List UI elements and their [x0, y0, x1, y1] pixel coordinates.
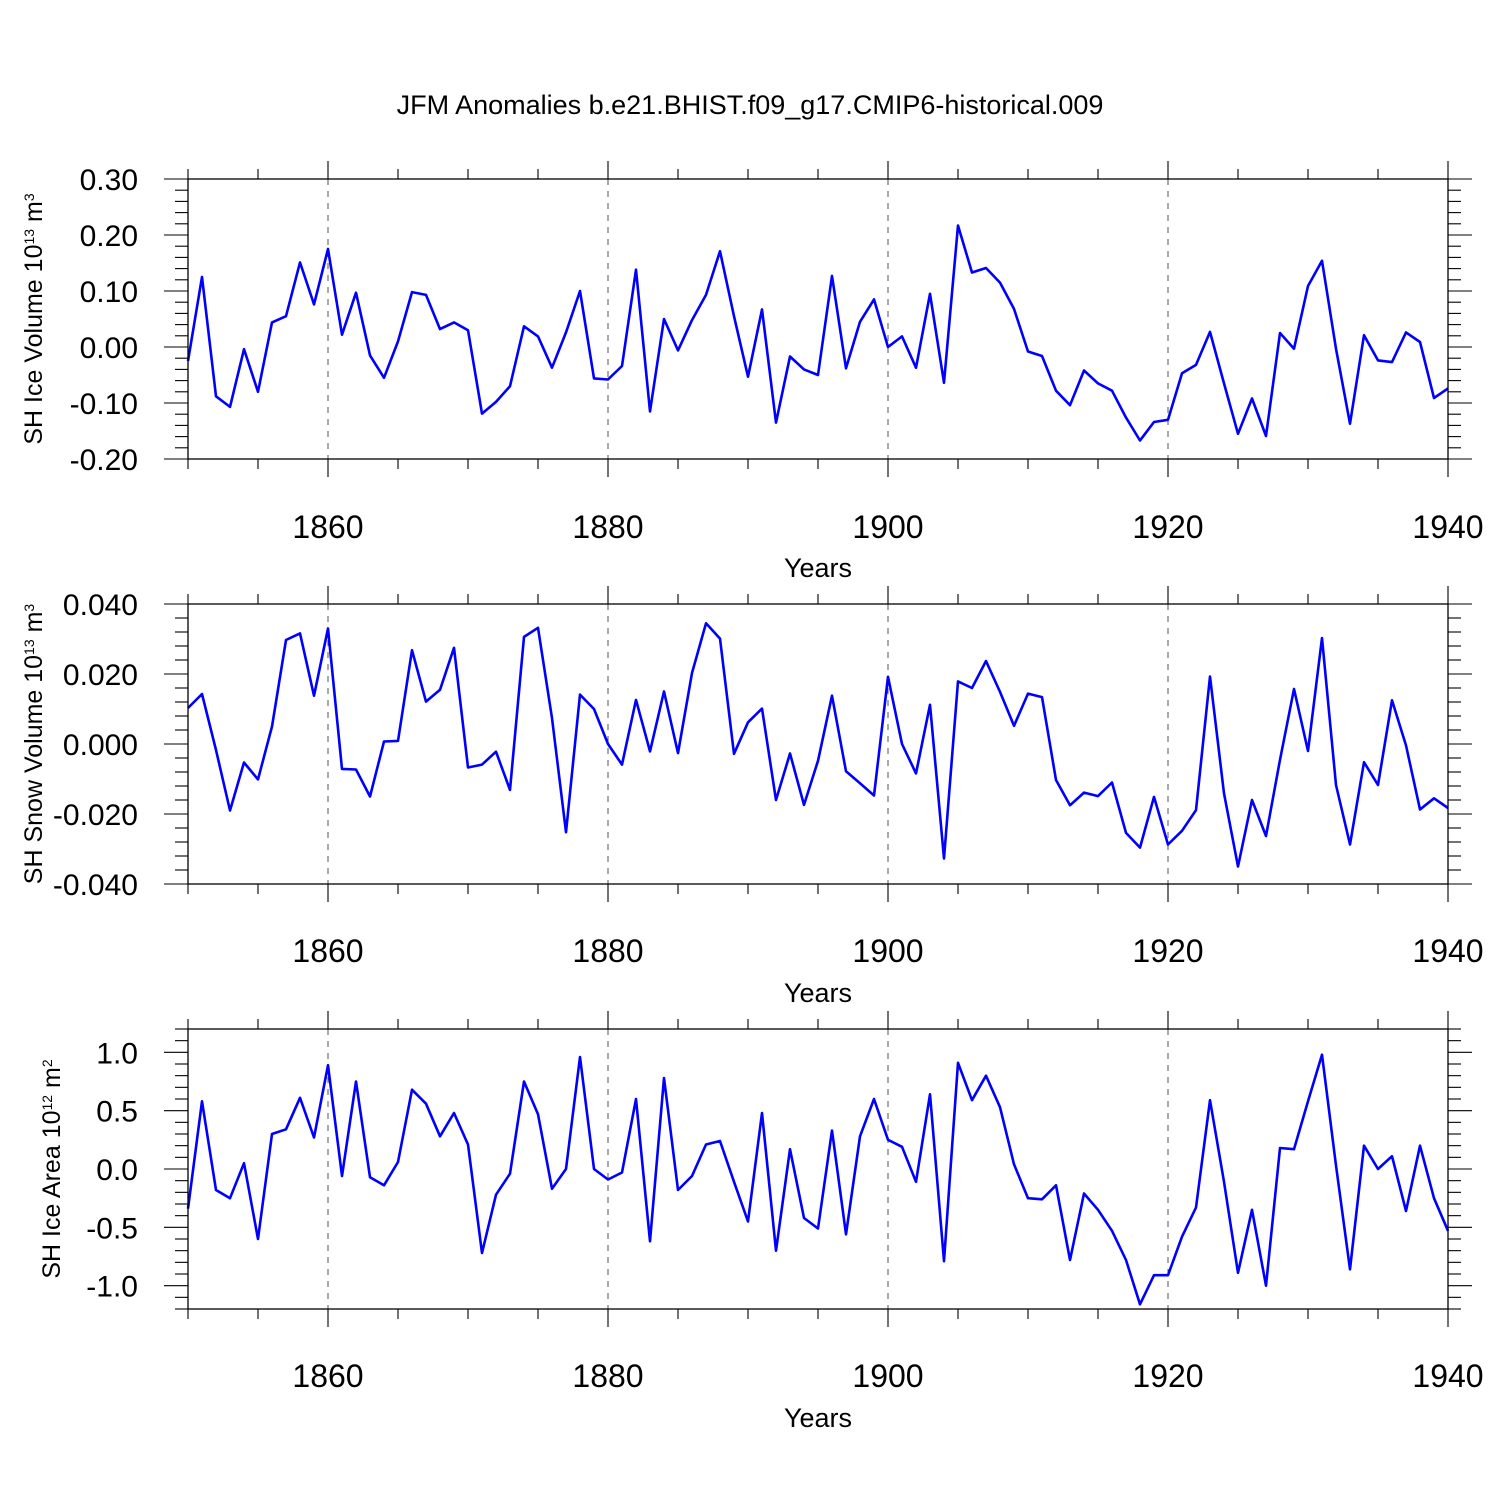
y-tick-label: 0.10 [80, 276, 138, 309]
x-tick-label: 1920 [1132, 509, 1203, 545]
axis-ticks [164, 1011, 1472, 1327]
y-tick-label: -0.5 [86, 1212, 138, 1245]
y-axis-label: SH Ice Volume 1013 m3 [20, 193, 48, 444]
panel-ice-area: -1.0 -0.5 0.0 0.5 1.0 1860 1880 1900 1920 1940 Y… [38, 1011, 1484, 1433]
x-grid-lines [327, 179, 1169, 459]
x-tick-label: 1940 [1412, 509, 1483, 545]
snow-volume-series-line [187, 622, 1449, 868]
x-tick-labels: 1860 1880 1900 1920 1940 [292, 933, 1483, 969]
x-grid-lines [327, 1029, 1169, 1309]
panel-ice-volume: -0.20-0.100.000.100.200.30 1860 1880 1900 1… [20, 161, 1484, 583]
plot-frame [187, 1028, 1449, 1310]
ice-area-series-line [186, 1053, 1450, 1306]
x-tick-label: 1940 [1412, 1358, 1483, 1394]
y-tick-label: 0.20 [80, 220, 138, 253]
x-tick-label: 1940 [1412, 933, 1483, 969]
ice-volume-series-line [186, 224, 1449, 442]
x-tick-label: 1880 [572, 933, 643, 969]
axis-ticks [164, 586, 1472, 902]
x-tick-label: 1860 [292, 933, 363, 969]
y-tick-label: 0.5 [96, 1096, 138, 1129]
figure-title: JFM Anomalies b.e21.BHIST.f09_g17.CMIP6-… [397, 90, 1104, 120]
x-tick-labels: 1860 1880 1900 1920 1940 [292, 1358, 1483, 1394]
y-axis-label: SH Snow Volume 1013 m3 [20, 604, 48, 885]
y-tick-label: -0.020 [53, 799, 138, 832]
x-tick-labels: 1860 1880 1900 1920 1940 [292, 509, 1483, 545]
y-tick-labels: -1.0 -0.5 0.0 0.5 1.0 [86, 1037, 138, 1303]
x-tick-label: 1880 [572, 1358, 643, 1394]
plot-frame [187, 603, 1449, 885]
x-axis-label: Years [784, 978, 852, 1008]
y-tick-label: 0.040 [63, 589, 138, 622]
y-tick-labels: -0.040 -0.020 0.000 0.020 0.040 [53, 589, 138, 902]
axis-ticks [164, 161, 1472, 477]
x-tick-label: 1900 [852, 509, 923, 545]
x-tick-label: 1860 [292, 1358, 363, 1394]
y-tick-label: 0.0 [96, 1154, 138, 1187]
y-tick-labels: -0.20 -0.10 0.00 0.10 0.20 0.30 [70, 164, 138, 477]
y-tick-label: -1.0 [86, 1271, 138, 1304]
x-tick-label: 1920 [1132, 933, 1203, 969]
x-tick-label: 1900 [852, 933, 923, 969]
y-tick-label: -0.040 [53, 869, 138, 902]
x-tick-label: 1900 [852, 1358, 923, 1394]
plot-frame [187, 178, 1449, 460]
x-axis-label: Years [784, 553, 852, 583]
panel-snow-volume: -0.040 -0.020 0.000 0.020 0.040 1860 1880 1900… [20, 586, 1484, 1008]
y-tick-label: -0.20 [70, 444, 138, 477]
y-tick-label: 0.30 [80, 164, 138, 197]
x-tick-label: 1880 [572, 509, 643, 545]
y-tick-label: 0.020 [63, 659, 138, 692]
y-tick-label: 0.00 [80, 332, 138, 365]
x-grid-lines [327, 604, 1169, 884]
y-tick-label: 0.000 [63, 729, 138, 762]
x-tick-label: 1860 [292, 509, 363, 545]
y-axis-label: SH Ice Area 1012 m2 [38, 1059, 66, 1279]
x-tick-label: 1920 [1132, 1358, 1203, 1394]
y-tick-label: 1.0 [96, 1037, 138, 1070]
y-tick-label: -0.10 [70, 388, 138, 421]
x-axis-label: Years [784, 1403, 852, 1433]
